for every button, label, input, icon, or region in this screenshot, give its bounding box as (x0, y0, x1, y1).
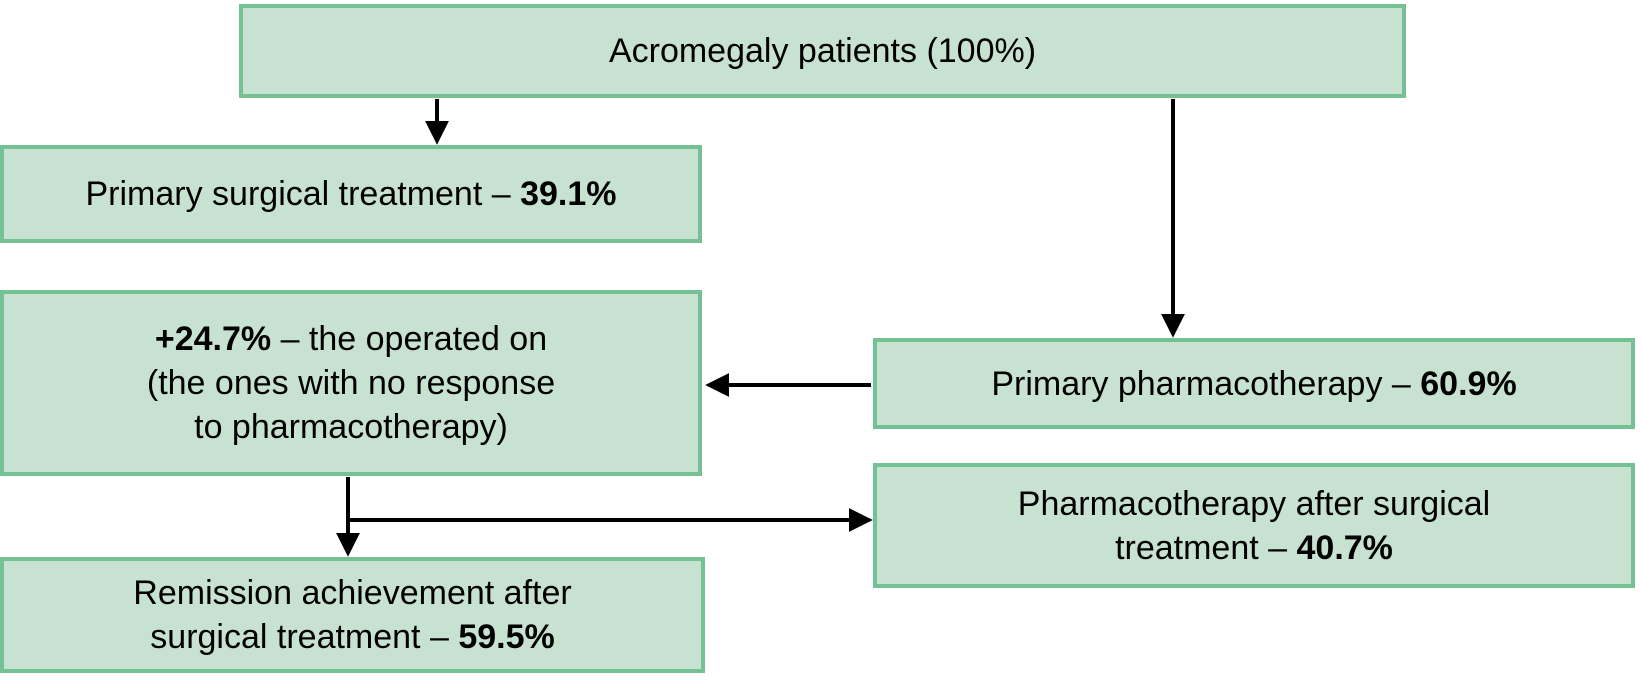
flow-box-pharmacotherapy-after-surgical-label: Pharmacotherapy after surgical treatment… (877, 482, 1631, 570)
flow-box-primary-pharmacotherapy-label: Primary pharmacotherapy – 60.9% (877, 362, 1631, 406)
flow-box-primary-surgical-treatment-label: Primary surgical treatment – 39.1% (4, 172, 698, 216)
flow-text: (the ones with no response (146, 364, 556, 402)
flow-text-percentage: 39.1% (520, 175, 617, 213)
flow-text-percentage: +24.7% (154, 320, 272, 358)
flow-text: surgical treatment – (150, 618, 459, 656)
flow-text: – the operated on (271, 320, 548, 358)
flow-text: Primary surgical treatment – (85, 175, 521, 213)
flow-text: Remission achievement after (133, 574, 572, 612)
flow-box-operated-no-response: +24.7% – the operated on (the ones with … (0, 290, 702, 476)
flow-box-acromegaly-patients-label: Acromegaly patients (100%) (243, 29, 1402, 73)
flow-text: Primary pharmacotherapy – (991, 364, 1421, 403)
flow-text: to pharmacotherapy) (194, 408, 508, 446)
flow-box-remission-after-surgical-label: Remission achievement after surgical tre… (4, 571, 701, 659)
flow-box-pharmacotherapy-after-surgical: Pharmacotherapy after surgical treatment… (873, 463, 1635, 588)
flow-box-remission-after-surgical: Remission achievement after surgical tre… (0, 557, 705, 673)
flow-box-primary-pharmacotherapy: Primary pharmacotherapy – 60.9% (873, 338, 1635, 429)
flow-box-acromegaly-patients: Acromegaly patients (100%) (239, 4, 1406, 98)
flow-text-percentage: 59.5% (458, 618, 555, 656)
flow-text-percentage: 40.7% (1296, 528, 1393, 567)
flow-text: Pharmacotherapy after surgical (1017, 484, 1491, 523)
flow-text: treatment – (1115, 528, 1297, 567)
flow-box-operated-no-response-label: +24.7% – the operated on (the ones with … (4, 317, 698, 449)
flow-text-percentage: 60.9% (1420, 364, 1517, 403)
flow-text: Acromegaly patients (100%) (608, 32, 1037, 70)
flow-box-primary-surgical-treatment: Primary surgical treatment – 39.1% (0, 145, 702, 243)
